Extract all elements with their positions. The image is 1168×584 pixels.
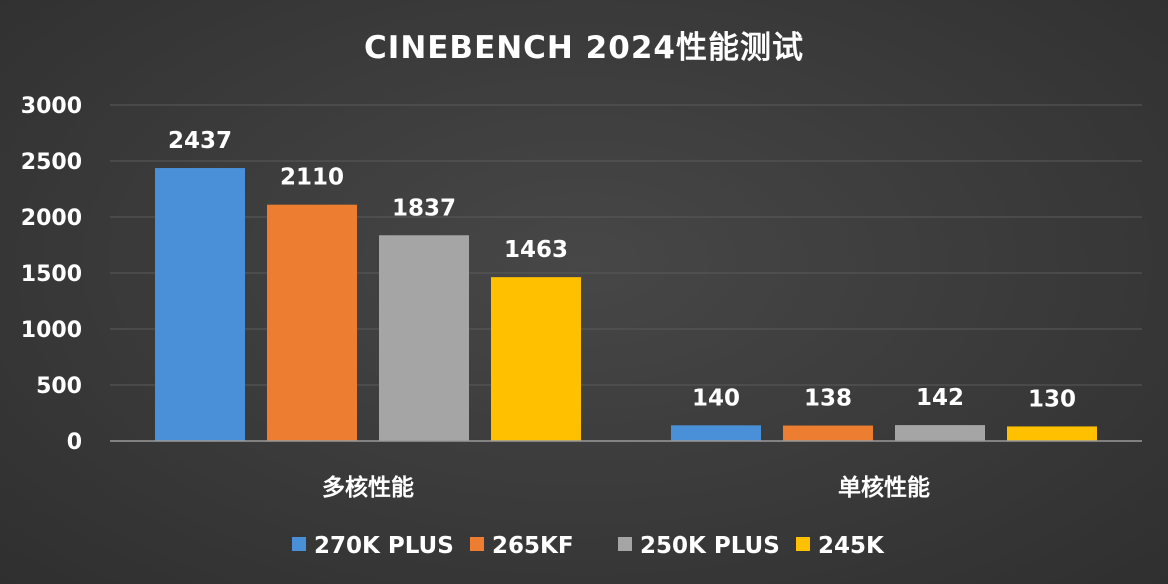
data-label: 2437 [168, 128, 232, 154]
data-labels: 2437 2110 1837 1463 140 138 142 130 [168, 128, 1076, 412]
data-label: 138 [804, 386, 852, 412]
x-category-label: 单核性能 [838, 474, 930, 501]
legend-label: 270K PLUS [314, 533, 454, 559]
data-label: 1463 [504, 237, 568, 263]
bar [267, 204, 357, 441]
data-label: 1837 [392, 195, 456, 221]
bar [783, 425, 873, 441]
legend-label: 245K [818, 533, 885, 559]
bar [155, 168, 245, 441]
data-label: 130 [1028, 386, 1076, 412]
y-tick-label: 1500 [21, 262, 82, 287]
x-category-label: 多核性能 [322, 474, 414, 501]
legend-label: 250K PLUS [640, 533, 780, 559]
bar [379, 235, 469, 441]
data-label: 140 [692, 385, 740, 411]
bar [671, 425, 761, 441]
chart-title: CINEBENCH 2024性能测试 [364, 30, 804, 66]
data-label: 142 [916, 385, 964, 411]
y-tick-label: 1000 [21, 318, 82, 343]
legend: 270K PLUS 265KF 250K PLUS 245K [292, 533, 885, 559]
gridlines [110, 104, 1142, 386]
y-tick-label: 2000 [21, 206, 82, 231]
x-axis-categories: 多核性能 单核性能 [322, 474, 930, 501]
y-tick-label: 500 [36, 374, 82, 399]
bar [1007, 426, 1097, 441]
y-tick-label: 2500 [21, 150, 82, 175]
legend-label: 265KF [492, 533, 574, 559]
bar [895, 425, 985, 441]
legend-swatch [292, 537, 306, 551]
y-axis-ticks: 0 500 1000 1500 2000 2500 3000 [21, 94, 82, 455]
legend-swatch [618, 537, 632, 551]
data-label: 2110 [280, 165, 344, 191]
bar [491, 277, 581, 441]
legend-swatch [470, 537, 484, 551]
y-tick-label: 0 [67, 430, 82, 455]
y-tick-label: 3000 [21, 94, 82, 119]
legend-swatch [796, 537, 810, 551]
bars [155, 168, 1097, 441]
